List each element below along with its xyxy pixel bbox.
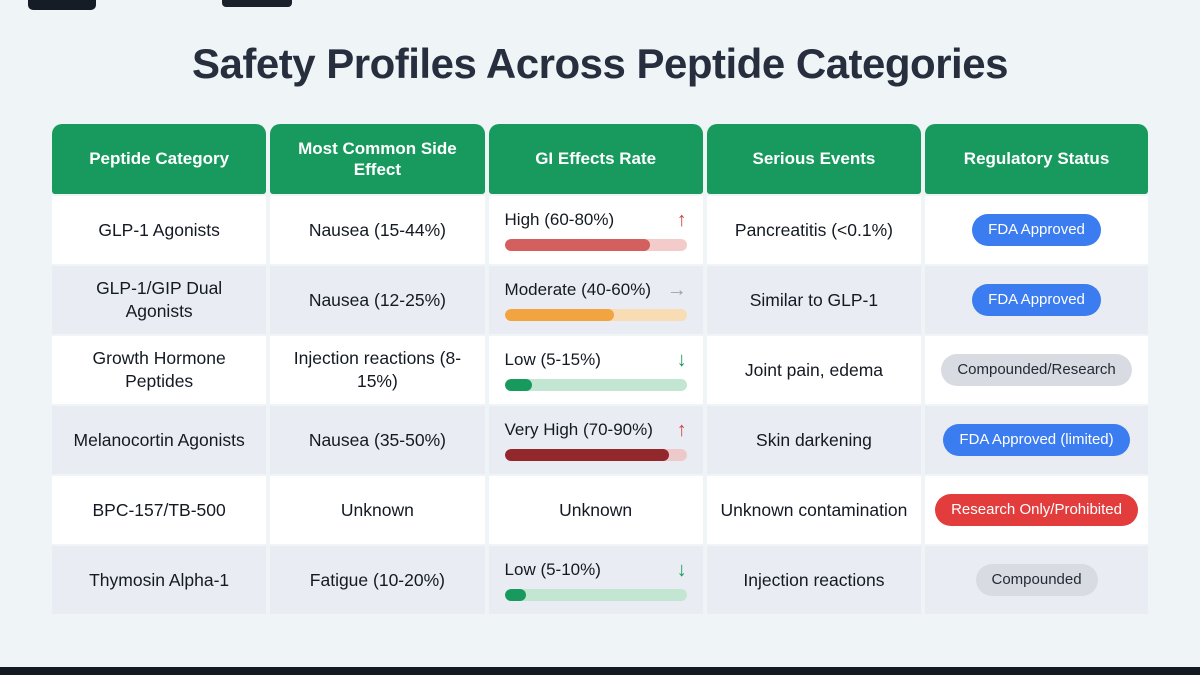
gi-rate-label: High (60-80%): [504, 209, 615, 229]
status-badge: Compounded/Research: [941, 354, 1132, 386]
category-cell: BPC-157/TB-500: [52, 476, 267, 544]
gi-rate-row: Moderate (40-60%) →: [505, 279, 687, 301]
status-badge: Compounded: [975, 564, 1098, 596]
status-badge: FDA Approved: [972, 214, 1101, 246]
trend-right-icon: →: [666, 279, 687, 301]
trend-up-icon: ↑: [676, 419, 687, 441]
gi-rate-cell: Moderate (40-60%) →: [488, 266, 703, 334]
gi-rate-row: Low (5-15%) ↓: [505, 349, 687, 371]
gi-progress-bar: [504, 379, 687, 392]
gi-progress-fill: [504, 379, 532, 392]
gi-progress-fill: [504, 309, 614, 322]
serious-events-cell: Joint pain, edema: [706, 336, 922, 404]
gi-rate-label: Very High (70-90%): [504, 419, 653, 439]
status-badge: FDA Approved: [972, 284, 1101, 316]
gi-rate-row: Low (5-10%) ↓: [505, 559, 687, 581]
category-cell: GLP-1 Agonists: [52, 196, 267, 264]
serious-events-cell: Pancreatitis (<0.1%): [706, 196, 922, 264]
side-effect-cell: Nausea (15-44%): [270, 196, 485, 264]
side-effect-cell: Fatigue (10-20%): [270, 546, 485, 614]
gi-rate-cell: Very High (70-90%) ↑: [488, 406, 703, 474]
regulatory-status-cell: Research Only/Prohibited: [925, 476, 1148, 544]
page-title: Safety Profiles Across Peptide Categorie…: [192, 40, 1008, 87]
column-header-0: Peptide Category: [52, 124, 267, 194]
gi-rate-row: Very High (70-90%) ↑: [505, 419, 687, 441]
serious-events-cell: Unknown contamination: [706, 476, 922, 544]
category-cell: Thymosin Alpha-1: [52, 546, 267, 614]
gi-progress-bar: [504, 239, 687, 252]
trend-up-icon: ↑: [676, 209, 687, 231]
trend-down-icon: ↓: [676, 559, 687, 581]
serious-events-cell: Similar to GLP-1: [706, 266, 922, 334]
column-header-2: GI Effects Rate: [488, 124, 703, 194]
side-effect-cell: Nausea (12-25%): [270, 266, 485, 334]
gi-progress-fill: [504, 589, 527, 602]
gi-progress-bar: [504, 309, 687, 322]
category-cell: Melanocortin Agonists: [52, 406, 267, 474]
gi-rate-label: Low (5-15%): [504, 349, 601, 369]
gi-progress-fill: [504, 239, 651, 252]
gi-rate-row: High (60-80%) ↑: [505, 209, 687, 231]
category-cell: Growth Hormone Peptides: [52, 336, 267, 404]
gi-rate-cell: Unknown: [488, 476, 703, 544]
side-effect-cell: Nausea (35-50%): [270, 406, 485, 474]
column-header-4: Regulatory Status: [925, 124, 1148, 194]
top-edge-fragment-left: [28, 0, 96, 10]
regulatory-status-cell: FDA Approved: [925, 196, 1148, 264]
safety-profiles-table: Peptide Category Most Common Side Effect G…: [52, 124, 1148, 614]
regulatory-status-cell: FDA Approved (limited): [925, 406, 1148, 474]
status-badge: Research Only/Prohibited: [935, 494, 1138, 526]
top-edge-fragment-mid: [222, 0, 292, 7]
gi-rate-label: Moderate (40-60%): [504, 279, 651, 299]
serious-events-cell: Skin darkening: [706, 406, 922, 474]
regulatory-status-cell: Compounded: [925, 546, 1148, 614]
column-header-3: Serious Events: [706, 124, 922, 194]
gi-rate-cell: Low (5-15%) ↓: [488, 336, 703, 404]
gi-progress-bar: [504, 449, 687, 462]
column-header-1: Most Common Side Effect: [270, 124, 485, 194]
bottom-dark-strip: [0, 667, 1200, 675]
side-effect-cell: Unknown: [270, 476, 485, 544]
gi-rate-cell: High (60-80%) ↑: [488, 196, 703, 264]
category-cell: GLP-1/GIP Dual Agonists: [52, 266, 267, 334]
trend-down-icon: ↓: [676, 349, 687, 371]
regulatory-status-cell: FDA Approved: [925, 266, 1148, 334]
gi-progress-fill: [504, 449, 669, 462]
gi-progress-bar: [504, 589, 687, 602]
status-badge: FDA Approved (limited): [943, 424, 1130, 456]
side-effect-cell: Injection reactions (8-15%): [270, 336, 485, 404]
regulatory-status-cell: Compounded/Research: [925, 336, 1148, 404]
serious-events-cell: Injection reactions: [706, 546, 922, 614]
gi-rate-cell: Low (5-10%) ↓: [488, 546, 703, 614]
gi-rate-label: Low (5-10%): [504, 559, 601, 579]
